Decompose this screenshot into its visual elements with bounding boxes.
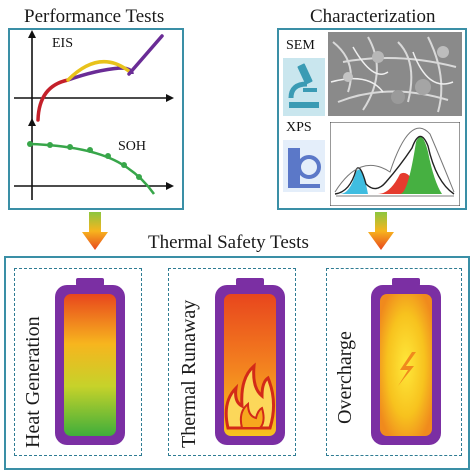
battery-card bbox=[326, 268, 462, 456]
battery-icon bbox=[55, 278, 125, 445]
battery-card bbox=[168, 268, 296, 456]
eis-plot bbox=[14, 30, 174, 200]
arrow-down-icon bbox=[368, 212, 394, 250]
battery-card bbox=[14, 268, 142, 456]
sem-label: SEM bbox=[286, 38, 315, 53]
soh-label: SOH bbox=[118, 139, 147, 154]
spectrometer-icon bbox=[283, 140, 325, 192]
battery-label: Overcharge bbox=[334, 331, 356, 424]
characterization-panel bbox=[277, 28, 467, 210]
sem-image bbox=[328, 32, 462, 116]
battery-icon bbox=[371, 278, 441, 445]
performance-tests-heading: Performance Tests bbox=[24, 6, 165, 27]
battery-label: Heat Generation bbox=[22, 316, 44, 448]
performance-panel bbox=[8, 28, 184, 210]
characterization-heading: Characterization bbox=[310, 6, 436, 27]
thermal-safety-heading: Thermal Safety Tests bbox=[148, 232, 309, 253]
arrow-down-icon bbox=[82, 212, 108, 250]
eis-label: EIS bbox=[52, 36, 73, 51]
battery-label: Thermal Runaway bbox=[178, 299, 200, 448]
battery-icon bbox=[215, 278, 285, 445]
thermal-panel bbox=[4, 256, 470, 470]
microscope-icon bbox=[283, 58, 325, 116]
xps-spectrum bbox=[330, 122, 460, 206]
xps-label: XPS bbox=[286, 120, 312, 135]
